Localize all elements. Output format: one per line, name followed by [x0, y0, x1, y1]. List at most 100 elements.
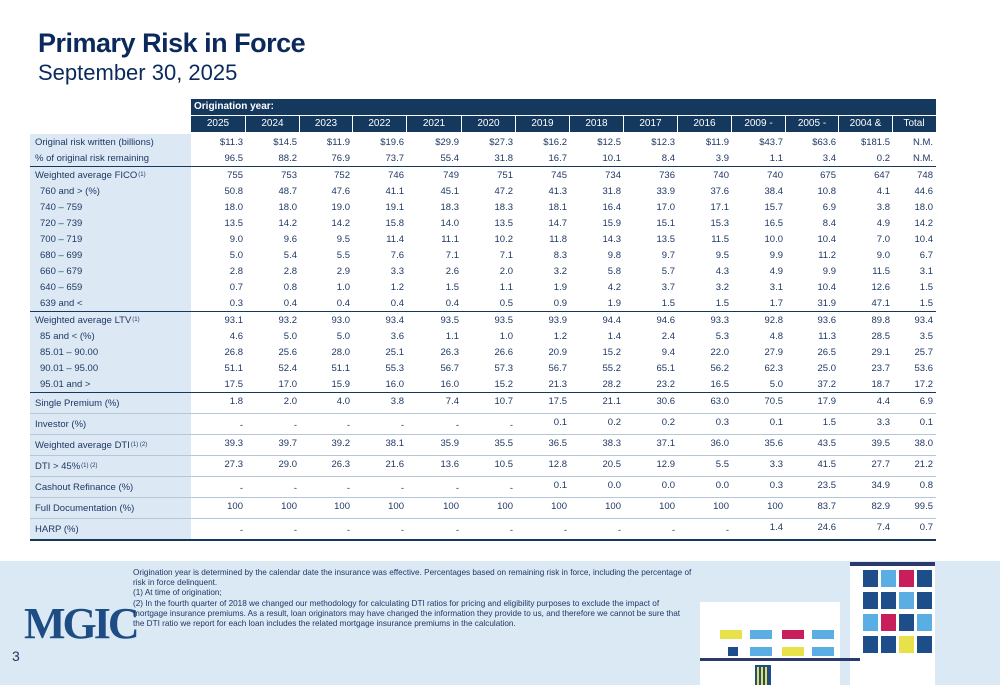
table-cell: 99.5 — [914, 501, 934, 512]
table-cell: 14.3 — [602, 233, 622, 245]
table-cell: - — [346, 525, 350, 536]
table-cell: 27.3 — [224, 459, 244, 470]
table-cell: 3.2 — [715, 281, 729, 293]
table-row: Original risk written (billions) $11.3 $14… — [30, 134, 936, 150]
table-cell: 93.5 — [440, 314, 460, 326]
table-cell: $181.5 — [860, 136, 890, 148]
table-cell: 15.1 — [656, 217, 676, 229]
building-illustration — [700, 562, 935, 685]
table-cell: - — [509, 420, 513, 431]
row-label: HARP (%) — [30, 519, 191, 539]
table-cell: 100 — [281, 501, 297, 512]
row-label: 660 – 679 — [30, 263, 191, 279]
table-cell: 0.4 — [283, 297, 297, 309]
row-label-text: 85.01 – 90.00 — [40, 346, 99, 358]
origination-year-header: Origination year: — [191, 99, 936, 115]
table-row: Weighted average DTI (1) (2) 39.3 39.7 39.2 3… — [30, 434, 936, 455]
table-cell: 35.5 — [494, 438, 514, 449]
table-cell: 12.8 — [548, 459, 568, 470]
table-cell: 38.4 — [764, 185, 784, 197]
table-cell: 27.9 — [764, 346, 784, 358]
table-cell: 93.2 — [278, 314, 298, 326]
table-cell: 1.5 — [661, 297, 675, 309]
table-cell: 2.6 — [445, 265, 459, 277]
table-cell: 5.0 — [336, 330, 350, 342]
table-cell: 21.6 — [385, 459, 405, 470]
table-cell: 28.5 — [871, 330, 891, 342]
table-cell: 6.7 — [919, 249, 933, 261]
table-cell: - — [509, 483, 513, 494]
table-cell: 1.5 — [445, 281, 459, 293]
table-cell: 5.0 — [229, 249, 243, 261]
table-cell: 19.1 — [385, 201, 405, 213]
table-row: 85.01 – 90.00 26.8 25.6 28.0 25.1 26.3 26.6 20.… — [30, 344, 936, 360]
row-label-text: Full Documentation (%) — [35, 502, 135, 514]
table-cell: 100 — [659, 501, 675, 512]
table-cell: 28.2 — [602, 378, 622, 390]
table-cell: 0.2 — [607, 417, 621, 428]
table-cell: 17.5 — [548, 396, 568, 407]
table-cell: 1.0 — [336, 281, 350, 293]
table-cell: 12.9 — [656, 459, 676, 470]
table-cell: $63.6 — [812, 136, 836, 148]
table-row: 700 – 719 9.0 9.6 9.5 11.4 11.1 10.2 11.8 14.3 13… — [30, 231, 936, 247]
table-cell: 18.0 — [224, 201, 244, 213]
column-header: 2009 - 2015 — [731, 116, 785, 145]
row-label-text: 640 – 659 — [40, 281, 83, 293]
table-cell: 12.6 — [871, 281, 891, 293]
table-cell: 56.2 — [710, 362, 730, 374]
row-label: Weighted average FICO (1) — [30, 167, 191, 183]
table-cell: 21.1 — [602, 396, 622, 407]
table-cell: 17.9 — [817, 396, 837, 407]
table-cell: 5.5 — [715, 459, 729, 470]
table-cell: 39.5 — [871, 438, 891, 449]
row-label: Single Premium (%) — [30, 393, 191, 413]
table-row: Full Documentation (%) 100 100 100 100 100 100… — [30, 497, 936, 518]
column-header: 2017 — [623, 116, 677, 132]
table-cell: 23.2 — [656, 378, 676, 390]
table-cell: 37.6 — [710, 185, 730, 197]
table-cell: 26.5 — [817, 346, 837, 358]
table-cell: 16.7 — [548, 152, 568, 164]
table-cell: 0.3 — [715, 417, 729, 428]
table-cell: $12.5 — [597, 136, 621, 148]
table-row: 680 – 699 5.0 5.4 5.5 7.6 7.1 7.1 8.3 9.8 9.7 9.5 9… — [30, 247, 936, 263]
table-cell: 26.3 — [331, 459, 351, 470]
table-bottom-rule — [30, 539, 936, 541]
table-cell: 93.0 — [331, 314, 351, 326]
table-cell: 73.7 — [385, 152, 405, 164]
table-cell: 0.1 — [553, 417, 567, 428]
table-cell: 89.8 — [871, 314, 891, 326]
table-cell: 39.7 — [278, 438, 298, 449]
row-label-text: % of original risk remaining — [35, 152, 150, 164]
building-door — [755, 665, 771, 685]
table-cell: 9.8 — [607, 249, 621, 261]
table-cell: - — [239, 420, 243, 431]
table-cell: - — [725, 525, 729, 536]
table-cell: 41.3 — [548, 185, 568, 197]
table-cell: 4.0 — [336, 396, 350, 407]
table-cell: 16.4 — [602, 201, 622, 213]
page-title: Primary Risk in Force — [38, 28, 306, 58]
table-cell: 4.8 — [769, 330, 783, 342]
table-cell: 14.2 — [278, 217, 298, 229]
row-label: 640 – 659 — [30, 279, 191, 295]
table-cell: 25.7 — [914, 346, 934, 358]
row-label-text: 720 – 739 — [40, 217, 83, 229]
table-cell: 748 — [917, 169, 933, 181]
table-cell: 753 — [281, 169, 297, 181]
table-cell: 10.0 — [764, 233, 784, 245]
table-cell: 1.2 — [553, 330, 567, 342]
table-cell: 93.4 — [385, 314, 405, 326]
table-cell: $29.9 — [435, 136, 459, 148]
table-cell: - — [400, 420, 404, 431]
table-cell: 55.4 — [440, 152, 460, 164]
table-cell: 3.8 — [390, 396, 404, 407]
table-cell: 31.8 — [494, 152, 514, 164]
table-cell: 1.4 — [769, 522, 783, 533]
table-cell: 31.8 — [602, 185, 622, 197]
table-cell: 3.6 — [390, 330, 404, 342]
table-cell: 100 — [551, 501, 567, 512]
table-cell: 18.7 — [871, 378, 891, 390]
table-cell: 76.9 — [331, 152, 351, 164]
